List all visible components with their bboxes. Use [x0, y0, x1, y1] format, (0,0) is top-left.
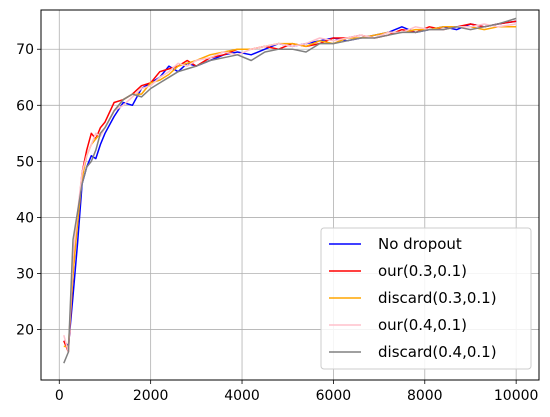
y-tick-label: 50 — [16, 154, 34, 170]
axis-ticks: 0 2000 4000 6000 8000 10000 20 30 40 50 60 70 — [16, 42, 538, 404]
series-lines — [63, 17, 517, 364]
x-tick-label: 2000 — [133, 388, 169, 404]
x-tick-label: 6000 — [316, 388, 352, 404]
y-tick-label: 20 — [16, 323, 34, 339]
x-tick-label: 4000 — [224, 388, 260, 404]
x-tick-label: 0 — [55, 388, 64, 404]
legend-label: discard(0.4,0.1) — [378, 343, 497, 361]
legend-label: discard(0.3,0.1) — [378, 289, 497, 307]
legend-box — [320, 227, 532, 370]
y-tick-label: 40 — [16, 210, 34, 226]
y-tick-label: 30 — [16, 266, 34, 282]
legend-label: No dropout — [378, 235, 462, 253]
y-tick-label: 60 — [16, 98, 34, 114]
y-tick-label: 70 — [16, 42, 34, 58]
plot-frame — [40, 9, 540, 381]
series-line-5 — [63, 17, 517, 364]
legend-label: our(0.4,0.1) — [378, 316, 467, 334]
x-tick-label: 8000 — [407, 388, 443, 404]
series-line-4 — [63, 23, 517, 353]
x-tick-label: 10000 — [494, 388, 539, 404]
legend: No dropout our(0.3,0.1) discard(0.3,0.1) ou… — [320, 227, 532, 370]
legend-label: our(0.3,0.1) — [378, 262, 467, 280]
